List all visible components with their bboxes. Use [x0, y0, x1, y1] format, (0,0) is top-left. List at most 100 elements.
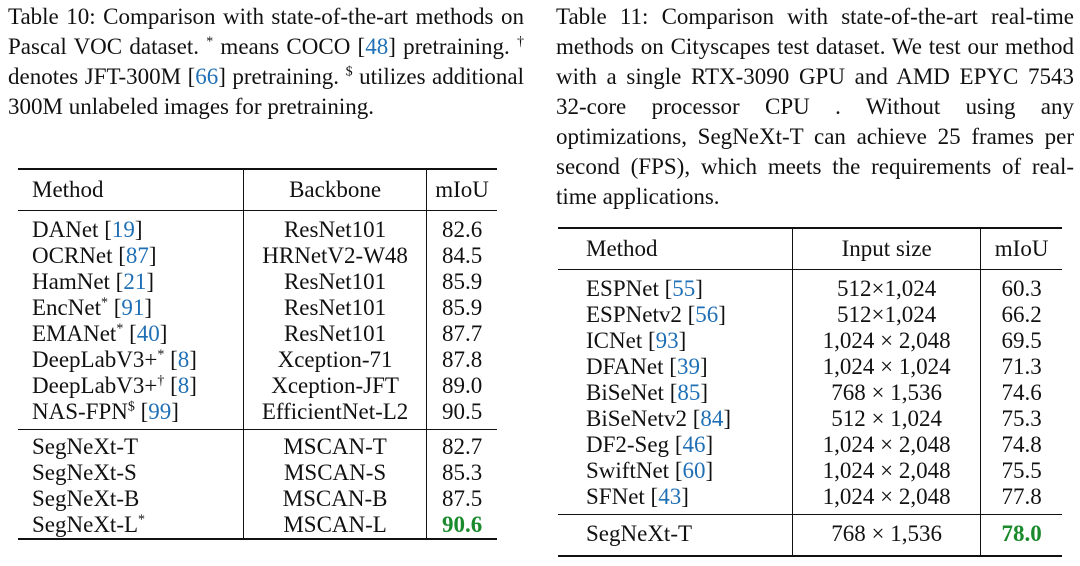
miou-value: 85.9	[441, 295, 483, 320]
header-miou: mIoU	[980, 228, 1062, 270]
input-size-cell: 1,024 × 2,048	[792, 458, 981, 484]
method-cell: EMANet* [40]	[32, 321, 168, 346]
miou-value: 78.0	[1001, 521, 1042, 546]
table10-header-row: Method Backbone mIoU	[18, 169, 497, 211]
backbone-cell: MSCAN-T	[242, 429, 427, 460]
method-name: SegNeXt-T	[32, 434, 139, 459]
citation-link[interactable]: 8	[177, 373, 190, 398]
input-size: 1,024 × 1,024	[822, 354, 951, 379]
method-name: BiSeNet	[586, 380, 664, 405]
backbone-cell: MSCAN-B	[242, 486, 427, 512]
method-cell: SegNeXt-T	[18, 430, 243, 461]
miou-cell: 85.9	[426, 269, 497, 295]
table-row: SegNeXt-T MSCAN-T 82.7	[18, 429, 497, 461]
miou-cell: 71.3	[980, 354, 1062, 380]
citation-link[interactable]: 66	[195, 64, 219, 89]
citation-link[interactable]: 46	[682, 432, 706, 457]
citation-link[interactable]: 40	[136, 321, 160, 346]
method-cell: DeepLabV3+† [8]	[32, 373, 197, 398]
citation-link[interactable]: 39	[676, 354, 700, 379]
miou-value: 60.3	[1001, 276, 1042, 301]
method-name: DF2-Seg	[586, 432, 670, 457]
input-size: 512×1,024	[837, 302, 937, 327]
table-row: SegNeXt-T 768 × 1,536 78.0	[558, 514, 1062, 556]
method-cell: BiSeNet [85]	[586, 380, 709, 405]
citation-link[interactable]: 19	[111, 217, 135, 242]
miou-cell: 82.6	[426, 210, 497, 243]
method-superscript: *	[116, 321, 124, 337]
miou-cell: 90.6	[426, 512, 497, 539]
dollar-mark: $	[345, 64, 353, 80]
citation-link[interactable]: 99	[148, 399, 172, 424]
table-row: SegNeXt-B MSCAN-B 87.5	[18, 486, 497, 512]
miou-cell: 74.6	[980, 380, 1062, 406]
backbone-cell: ResNet101	[242, 210, 427, 243]
citation-link[interactable]: 21	[123, 269, 147, 294]
method-superscript: *	[157, 347, 165, 363]
citation-link[interactable]: 60	[682, 458, 706, 483]
miou-value: 90.5	[441, 399, 483, 424]
header-method: Method	[586, 236, 658, 261]
input-size-cell: 512×1,024	[792, 302, 981, 328]
miou-cell: 66.2	[980, 302, 1062, 328]
miou-value: 71.3	[1001, 354, 1042, 379]
method-cell: NAS-FPN$ [99]	[32, 399, 179, 424]
method-name: SegNeXt-B	[32, 486, 140, 511]
input-size-cell: 768 × 1,536	[792, 380, 981, 406]
method-name: SegNeXt-T	[586, 521, 693, 546]
backbone: ResNet101	[283, 321, 387, 346]
table-row: SFNet [43] 1,024 × 2,048 77.8	[558, 484, 1062, 515]
citation-link[interactable]: 43	[658, 484, 682, 509]
input-size: 1,024 × 2,048	[822, 458, 951, 483]
method-cell: SegNeXt-S	[18, 460, 243, 486]
backbone: MSCAN-S	[283, 460, 387, 485]
backbone-cell: EfficientNet-L2	[242, 399, 427, 430]
miou-value: 85.9	[441, 269, 483, 294]
input-size: 768 × 1,536	[831, 521, 942, 546]
method-name: DeepLabV3+	[32, 373, 158, 398]
table-row: SegNeXt-S MSCAN-S 85.3	[18, 460, 497, 486]
table-row: BiSeNet [85] 768 × 1,536 74.6	[558, 380, 1062, 406]
table11-caption: Table 11: Comparison with state-of-the-a…	[556, 4, 1074, 209]
backbone-cell: MSCAN-L	[242, 512, 427, 539]
miou-cell: 82.7	[426, 429, 497, 460]
miou-cell: 74.8	[980, 432, 1062, 458]
backbone-cell: ResNet101	[242, 321, 427, 347]
method-superscript: $	[127, 399, 135, 415]
method-name: OCRNet	[32, 243, 113, 268]
method-name: SFNet	[586, 484, 645, 509]
method-superscript: *	[138, 512, 146, 528]
table-row: BiSeNetv2 [84] 512 × 1,024 75.3	[558, 406, 1062, 432]
header-method: Method	[32, 177, 104, 202]
citation-link[interactable]: 8	[177, 347, 190, 372]
miou-value: 75.5	[1001, 458, 1042, 483]
table10-baselines: DANet [19] ResNet101 82.6 OCRNet [87] HRNetV…	[18, 210, 497, 430]
method-name: SegNeXt-L	[32, 512, 139, 537]
method-cell: SegNeXt-B	[18, 486, 243, 512]
header-input-size: Input size	[792, 228, 981, 270]
table-row: DeepLabV3+† [8] Xception-JFT 89.0	[18, 373, 497, 399]
citation-link[interactable]: 85	[677, 380, 701, 405]
table10: Method Backbone mIoU DANet [19] ResNet101…	[18, 168, 497, 540]
backbone: ResNet101	[283, 295, 387, 320]
miou-value: 74.8	[1001, 432, 1042, 457]
citation-link[interactable]: 91	[121, 295, 145, 320]
method-cell: SegNeXt-L*	[18, 512, 243, 539]
citation-link[interactable]: 56	[695, 302, 719, 327]
backbone-cell: MSCAN-S	[242, 460, 427, 486]
table11-column: Table 11: Comparison with state-of-the-a…	[556, 0, 1074, 212]
method-name: DANet	[32, 217, 99, 242]
table-row: SwiftNet [60] 1,024 × 2,048 75.5	[558, 458, 1062, 484]
citation-link[interactable]: 93	[655, 328, 679, 353]
citation-link[interactable]: 48	[365, 34, 389, 59]
method-cell: OCRNet [87]	[32, 243, 157, 268]
miou-value: 84.5	[441, 243, 483, 268]
table-row: HamNet [21] ResNet101 85.9	[18, 269, 497, 295]
miou-cell: 84.5	[426, 243, 497, 269]
input-size-cell: 512×1,024	[792, 269, 981, 302]
miou-cell: 85.9	[426, 295, 497, 321]
method-name: NAS-FPN	[32, 399, 128, 424]
citation-link[interactable]: 87	[125, 243, 149, 268]
citation-link[interactable]: 84	[700, 406, 724, 431]
citation-link[interactable]: 55	[672, 276, 696, 301]
